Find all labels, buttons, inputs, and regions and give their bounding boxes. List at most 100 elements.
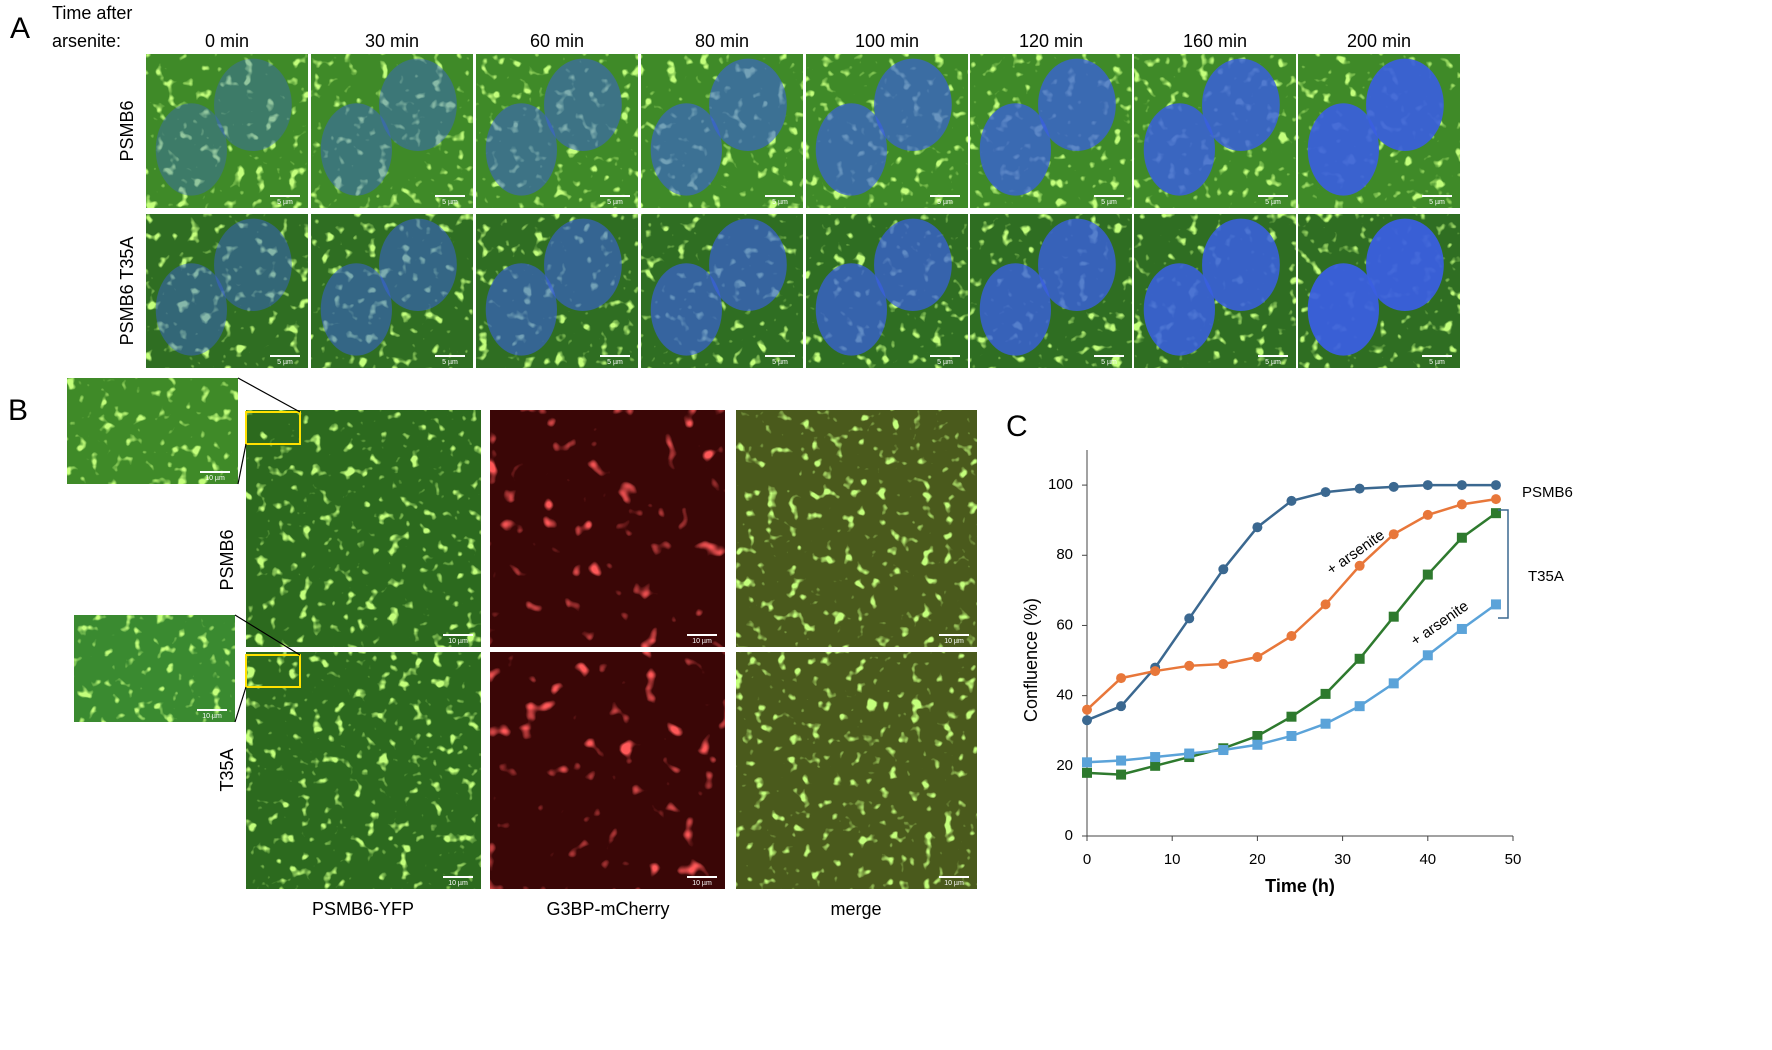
image-texture: [246, 652, 481, 889]
x-axis-title: Time (h): [1265, 876, 1335, 896]
nucleus: [1202, 58, 1280, 152]
micrograph: 5 µm: [806, 214, 968, 368]
zoom-box: [245, 654, 301, 688]
marker: [1456, 499, 1467, 510]
column-label: G3BP-mCherry: [546, 899, 669, 919]
marker: [1150, 752, 1161, 763]
heading: Time after: [52, 3, 132, 23]
zoom-connector: [234, 686, 247, 723]
marker: [1286, 711, 1297, 722]
marker: [1150, 760, 1161, 771]
micrograph: 5 µm: [806, 54, 968, 208]
scale-label: 5 µm: [1429, 359, 1445, 366]
scale-label: 5 µm: [1101, 199, 1117, 206]
micrograph: 10 µm: [246, 410, 481, 647]
marker: [1082, 757, 1092, 768]
x-tick-label: 10: [1164, 851, 1181, 868]
marker: [1422, 509, 1433, 520]
scale-label: 10 µm: [202, 713, 222, 720]
marker: [1320, 487, 1331, 498]
marker: [1252, 730, 1263, 741]
scale-label: 5 µm: [937, 359, 953, 366]
series-label: T35A: [1528, 568, 1564, 585]
scale-label: 10 µm: [205, 475, 225, 482]
marker: [1252, 652, 1263, 663]
marker: [1116, 673, 1127, 684]
series-line: [1086, 497, 1497, 711]
marker: [1116, 755, 1127, 766]
marker: [1218, 745, 1229, 756]
marker: [1422, 569, 1433, 580]
scale-label: 5 µm: [1265, 199, 1281, 206]
image-texture: [490, 410, 725, 647]
micrograph: 5 µm: [1298, 214, 1460, 368]
time-label: 120 min: [1019, 31, 1083, 51]
y-tick-label: 80: [1056, 546, 1073, 563]
scale-label: 5 µm: [1101, 359, 1117, 366]
marker: [1252, 739, 1263, 750]
y-tick-label: 60: [1056, 616, 1073, 633]
image-texture: [74, 615, 235, 722]
micrograph: 10 µm: [246, 652, 481, 889]
time-label: 80 min: [695, 31, 749, 51]
micrograph: 5 µm: [1134, 54, 1296, 208]
scale-label: 10 µm: [944, 880, 964, 887]
scale-label: 5 µm: [607, 199, 623, 206]
nucleus: [379, 58, 457, 152]
time-label: 160 min: [1183, 31, 1247, 51]
nucleus: [650, 263, 722, 356]
row-label: T35A: [217, 748, 237, 791]
marker: [1184, 660, 1195, 671]
y-axis-title: Confluence (%): [1021, 598, 1041, 722]
micrograph: 5 µm: [311, 54, 473, 208]
nucleus: [1143, 103, 1215, 196]
nucleus: [709, 218, 787, 312]
scale-label: 10 µm: [944, 638, 964, 645]
scale-label: 10 µm: [692, 880, 712, 887]
nucleus: [1202, 218, 1280, 312]
nucleus: [815, 103, 887, 196]
scale-label: 5 µm: [442, 359, 458, 366]
scale-label: 5 µm: [442, 199, 458, 206]
x-tick-label: 40: [1419, 851, 1436, 868]
zoom-connector: [237, 377, 301, 413]
series-label: PSMB6: [1522, 484, 1573, 501]
zoom-box: [245, 411, 301, 445]
marker: [1320, 688, 1331, 699]
scale-label: 5 µm: [1429, 199, 1445, 206]
marker: [1354, 701, 1365, 712]
x-tick-label: 50: [1505, 851, 1522, 868]
x-tick-label: 30: [1334, 851, 1351, 868]
zoom-connector: [237, 443, 247, 485]
marker: [1184, 748, 1195, 759]
scale-label: 5 µm: [772, 199, 788, 206]
nucleus: [815, 263, 887, 356]
x-tick-label: 20: [1249, 851, 1266, 868]
scale-label: 10 µm: [448, 638, 468, 645]
nucleus: [544, 58, 622, 152]
marker: [1388, 611, 1399, 622]
micrograph: 10 µm: [74, 615, 235, 722]
micrograph: 5 µm: [1134, 214, 1296, 368]
marker: [1116, 701, 1127, 712]
marker: [1388, 481, 1399, 492]
heading: arsenite:: [52, 31, 121, 51]
marker: [1388, 678, 1399, 689]
marker: [1490, 599, 1501, 610]
column-label: merge: [830, 899, 881, 919]
nucleus: [379, 218, 457, 312]
marker: [1456, 623, 1467, 634]
image-texture: [490, 652, 725, 889]
marker: [1354, 560, 1365, 571]
time-label: 200 min: [1347, 31, 1411, 51]
marker: [1252, 522, 1263, 533]
image-texture: [736, 652, 977, 889]
nucleus: [485, 263, 557, 356]
marker: [1320, 599, 1331, 610]
scale-label: 5 µm: [277, 199, 293, 206]
time-label: 60 min: [530, 31, 584, 51]
marker: [1388, 529, 1399, 540]
marker: [1082, 767, 1092, 778]
marker: [1116, 769, 1127, 780]
